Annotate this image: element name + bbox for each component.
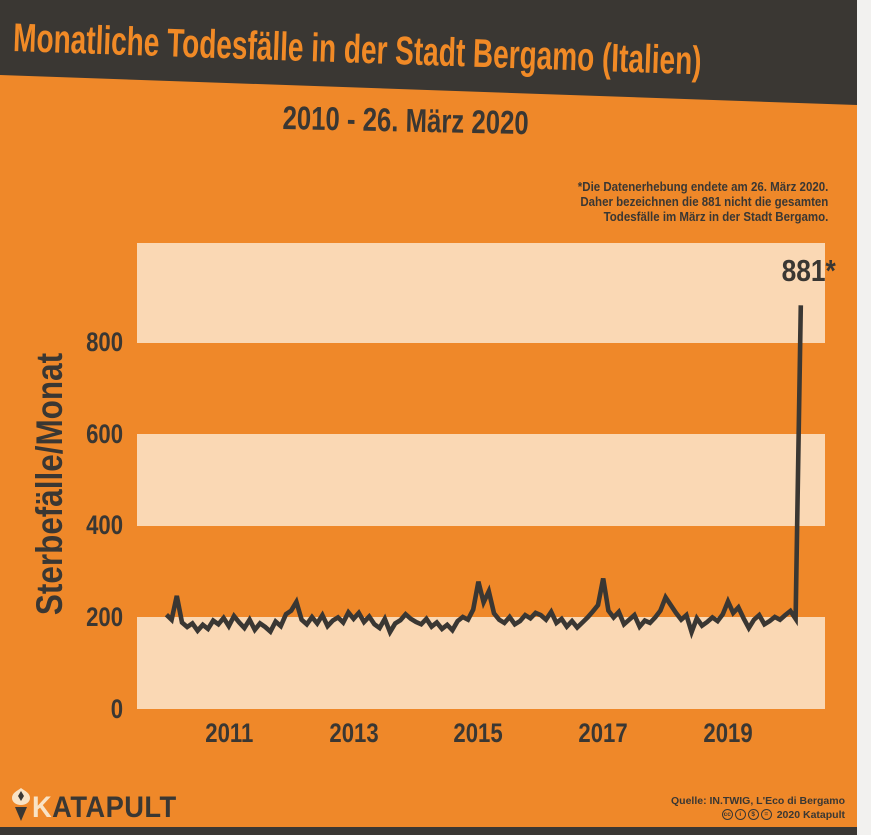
y-tick-label-200: 200 [40, 603, 123, 631]
infographic-content: Monatliche Todesfälle in der Stadt Berga… [0, 0, 857, 827]
deaths-line-series [164, 305, 804, 640]
wordmark-first-letter: K [32, 791, 53, 824]
y-tick-label-400: 400 [40, 511, 123, 539]
y-tick-text: 400 [86, 510, 123, 541]
cc-nc-icon: $ [747, 809, 759, 821]
y-tick-text: 600 [86, 418, 123, 449]
license-year: 2020 Katapult [776, 808, 845, 821]
y-tick-text: 200 [86, 601, 123, 632]
cc-nd-icon: = [760, 809, 772, 821]
license-row: cc i $ = 2020 Katapult [671, 809, 845, 822]
y-tick-text: 800 [86, 327, 123, 358]
deaths-line-chart [164, 305, 804, 640]
x-tick-label-2011: 2011 [189, 719, 269, 747]
katapult-logo-icon [12, 788, 30, 821]
chart-band-800-1000 [137, 243, 825, 343]
x-tick-label-2015: 2015 [438, 719, 518, 747]
katapult-wordmark: KATAPULT [32, 791, 177, 825]
y-tick-label-600: 600 [40, 420, 123, 448]
footnote-line-3: Todesfälle im März in der Stadt Bergamo. [603, 210, 828, 224]
y-tick-label-0: 0 [40, 695, 123, 723]
x-tick-text: 2017 [578, 718, 628, 748]
logo-diamond-shape [18, 791, 24, 801]
peak-value-label: 881* [781, 253, 836, 288]
chart-band-400-600 [137, 434, 825, 526]
bottom-edge-strip [0, 827, 857, 835]
footnote-line-2: Daher bezeichnen die 881 nicht die gesam… [580, 195, 828, 209]
logo-cone-shape [15, 807, 27, 821]
x-tick-text: 2013 [328, 718, 379, 748]
source-credit: Quelle: IN.TWIG, L'Eco di Bergamo cc i $… [671, 795, 845, 821]
chart-band-0-200 [137, 617, 825, 709]
x-tick-text: 2011 [204, 718, 253, 748]
x-tick-text: 2015 [453, 718, 504, 748]
x-tick-label-2013: 2013 [314, 719, 394, 747]
y-tick-label-800: 800 [40, 328, 123, 356]
cc-icon: cc [721, 809, 733, 821]
x-tick-label-2017: 2017 [563, 719, 643, 747]
x-tick-label-2019: 2019 [688, 719, 768, 747]
y-tick-text: 0 [110, 693, 123, 724]
footnote: *Die Datenerhebung endete am 26. März 20… [577, 180, 828, 225]
footnote-line-1: *Die Datenerhebung endete am 26. März 20… [577, 180, 828, 194]
cc-by-icon: i [734, 809, 746, 821]
wordmark-rest: ATAPULT [52, 791, 177, 824]
x-tick-text: 2019 [703, 718, 753, 748]
source-line: Quelle: IN.TWIG, L'Eco di Bergamo [670, 795, 845, 807]
